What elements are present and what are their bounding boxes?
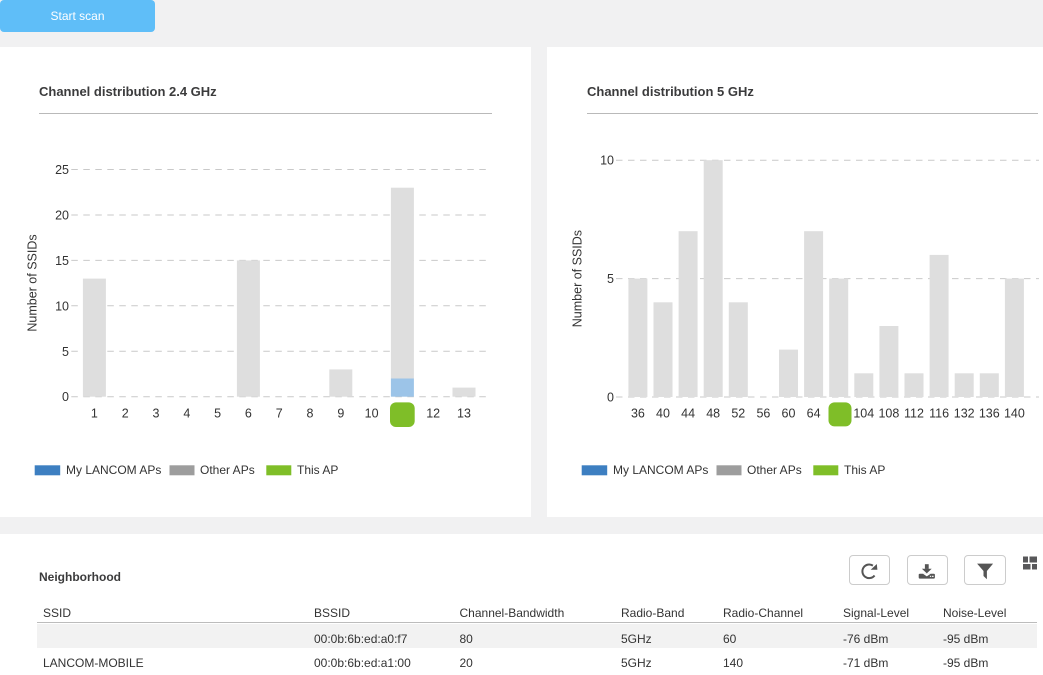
svg-text:6: 6 bbox=[245, 407, 252, 421]
svg-text:10: 10 bbox=[55, 299, 69, 313]
svg-text:0: 0 bbox=[62, 390, 69, 404]
svg-text:2: 2 bbox=[122, 407, 129, 421]
svg-text:5: 5 bbox=[214, 407, 221, 421]
svg-text:25: 25 bbox=[55, 163, 69, 177]
svg-text:5: 5 bbox=[62, 345, 69, 359]
svg-text:5: 5 bbox=[607, 272, 614, 286]
svg-text:60: 60 bbox=[782, 407, 796, 421]
svg-text:12: 12 bbox=[426, 407, 440, 421]
svg-text:Other APs: Other APs bbox=[747, 463, 802, 477]
svg-text:10: 10 bbox=[600, 154, 614, 168]
svg-text:52: 52 bbox=[731, 407, 745, 421]
svg-text:This AP: This AP bbox=[844, 463, 885, 477]
svg-text:36: 36 bbox=[631, 407, 645, 421]
svg-text:132: 132 bbox=[954, 407, 975, 421]
svg-text:56: 56 bbox=[756, 407, 770, 421]
svg-text:108: 108 bbox=[878, 407, 899, 421]
svg-text:8: 8 bbox=[307, 407, 314, 421]
svg-text:4: 4 bbox=[183, 407, 190, 421]
svg-text:140: 140 bbox=[1004, 407, 1025, 421]
svg-text:136: 136 bbox=[979, 407, 1000, 421]
svg-text:40: 40 bbox=[656, 407, 670, 421]
svg-text:15: 15 bbox=[55, 254, 69, 268]
svg-text:1: 1 bbox=[91, 407, 98, 421]
svg-text:112: 112 bbox=[904, 407, 924, 421]
svg-text:Other APs: Other APs bbox=[200, 463, 255, 477]
svg-text:My LANCOM APs: My LANCOM APs bbox=[613, 463, 708, 477]
svg-text:9: 9 bbox=[337, 407, 344, 421]
svg-text:10: 10 bbox=[365, 407, 379, 421]
svg-text:0: 0 bbox=[607, 391, 614, 405]
svg-text:64: 64 bbox=[807, 407, 821, 421]
svg-text:My LANCOM APs: My LANCOM APs bbox=[66, 463, 161, 477]
svg-text:104: 104 bbox=[853, 407, 874, 421]
svg-text:20: 20 bbox=[55, 209, 69, 223]
svg-text:Number of SSIDs: Number of SSIDs bbox=[26, 234, 40, 331]
svg-text:Number of SSIDs: Number of SSIDs bbox=[571, 230, 585, 327]
svg-text:48: 48 bbox=[706, 407, 720, 421]
svg-text:7: 7 bbox=[276, 407, 283, 421]
svg-text:This AP: This AP bbox=[297, 463, 338, 477]
svg-text:116: 116 bbox=[929, 407, 949, 421]
svg-text:44: 44 bbox=[681, 407, 695, 421]
svg-text:13: 13 bbox=[457, 407, 471, 421]
svg-text:3: 3 bbox=[153, 407, 160, 421]
